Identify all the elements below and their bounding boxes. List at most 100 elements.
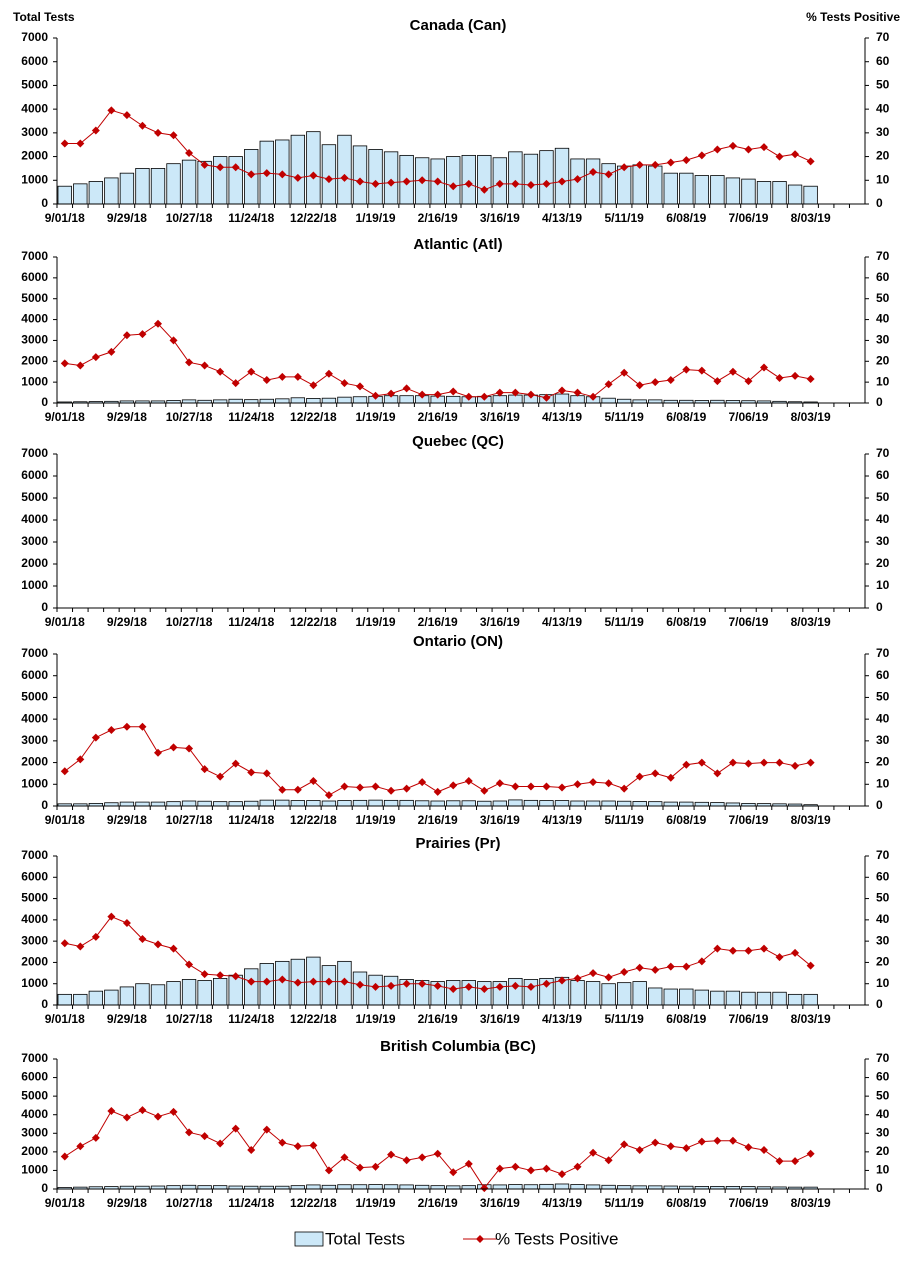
y-tick-label: 7000	[21, 249, 48, 263]
line-marker	[387, 786, 396, 795]
line-marker	[185, 149, 194, 158]
bar	[135, 983, 150, 1006]
y-tick-label: 6000	[21, 54, 48, 68]
y2-tick-label: 10	[876, 976, 890, 990]
x-tick-label: 6/08/19	[666, 1196, 706, 1210]
y2-tick-label: 60	[876, 668, 890, 682]
y-tick-label: 5000	[21, 490, 48, 504]
x-tick-label: 9/29/18	[107, 1012, 147, 1026]
line-marker	[371, 179, 380, 188]
line-marker	[309, 977, 318, 986]
bar	[585, 158, 601, 205]
bar	[57, 185, 72, 205]
bar	[368, 1184, 383, 1190]
line-marker	[744, 759, 753, 768]
y2-tick-label: 60	[876, 54, 890, 68]
line-marker	[495, 179, 504, 188]
bar	[539, 150, 554, 205]
bar	[710, 802, 725, 807]
bar	[570, 1184, 585, 1190]
bar	[570, 395, 585, 404]
line-marker	[309, 1141, 318, 1150]
bar	[181, 800, 197, 807]
line-marker	[760, 944, 768, 953]
line-marker	[806, 375, 815, 384]
x-tick-label: 6/08/19	[666, 410, 706, 424]
bar	[554, 800, 570, 807]
line-marker	[231, 972, 240, 981]
line-marker	[60, 1152, 69, 1161]
line-marker	[573, 175, 582, 184]
line	[64, 1109, 811, 1189]
x-tick-label: 10/27/18	[166, 410, 213, 424]
x-tick-label: 2/16/19	[418, 410, 458, 424]
bar	[787, 184, 803, 205]
line-marker	[635, 772, 644, 781]
line-marker	[356, 177, 364, 186]
line-marker	[138, 121, 147, 130]
bar	[663, 988, 678, 1006]
x-tick-label: 10/27/18	[166, 1012, 213, 1026]
bar	[725, 990, 741, 1006]
bar	[616, 1185, 632, 1190]
line-marker	[558, 1170, 566, 1179]
line-marker	[682, 156, 691, 165]
line-marker	[806, 758, 815, 767]
y2-tick-label: 10	[876, 172, 890, 186]
line-marker	[356, 382, 364, 391]
bar	[679, 988, 694, 1006]
x-tick-label: 3/16/19	[480, 211, 520, 225]
line-marker	[91, 1133, 100, 1142]
line-marker	[216, 971, 225, 980]
line-marker	[371, 391, 380, 400]
line-marker	[107, 1107, 116, 1115]
line-marker	[247, 1146, 256, 1154]
bar	[306, 131, 321, 205]
x-tick-label: 7/06/19	[728, 211, 768, 225]
line-marker	[526, 782, 535, 791]
y2-tick-label: 40	[876, 312, 890, 326]
bar	[228, 801, 243, 807]
bar	[570, 800, 585, 807]
legend-marker	[476, 1235, 484, 1243]
line-marker	[604, 973, 613, 982]
x-tick-label: 7/06/19	[728, 410, 768, 424]
line-marker	[666, 158, 675, 167]
line-marker	[558, 177, 566, 186]
line-marker	[791, 371, 800, 380]
y-tick-label: 6000	[21, 468, 48, 482]
line-marker	[542, 393, 551, 402]
bar	[632, 981, 647, 1006]
bar	[290, 134, 306, 205]
x-tick-label: 9/29/18	[107, 410, 147, 424]
bar	[679, 172, 694, 205]
line-marker	[278, 1138, 287, 1147]
x-tick-label: 1/19/19	[356, 1196, 396, 1210]
legend-label: Total Tests	[325, 1229, 405, 1248]
x-tick-label: 10/27/18	[166, 615, 213, 629]
bar	[212, 977, 228, 1006]
line-marker	[107, 106, 116, 115]
bar	[290, 397, 306, 404]
x-tick-label: 1/19/19	[356, 211, 396, 225]
line-marker	[418, 778, 427, 787]
y-tick-label: 1000	[21, 172, 48, 186]
line-marker	[589, 1148, 598, 1157]
line-marker	[231, 163, 240, 172]
line-marker	[433, 787, 442, 796]
line-marker	[806, 961, 815, 970]
line-marker	[806, 1149, 815, 1158]
line-marker	[169, 336, 178, 345]
line-marker	[542, 782, 551, 791]
line-marker	[791, 761, 800, 770]
y-tick-label: 5000	[21, 291, 48, 305]
line-marker	[91, 353, 100, 362]
x-tick-label: 9/29/18	[107, 615, 147, 629]
line-marker	[185, 960, 194, 969]
line-marker	[185, 1128, 194, 1137]
line-marker	[728, 946, 737, 955]
bar	[430, 800, 445, 807]
line-marker	[604, 779, 613, 788]
bar	[197, 980, 212, 1006]
x-tick-label: 9/01/18	[45, 1196, 85, 1210]
